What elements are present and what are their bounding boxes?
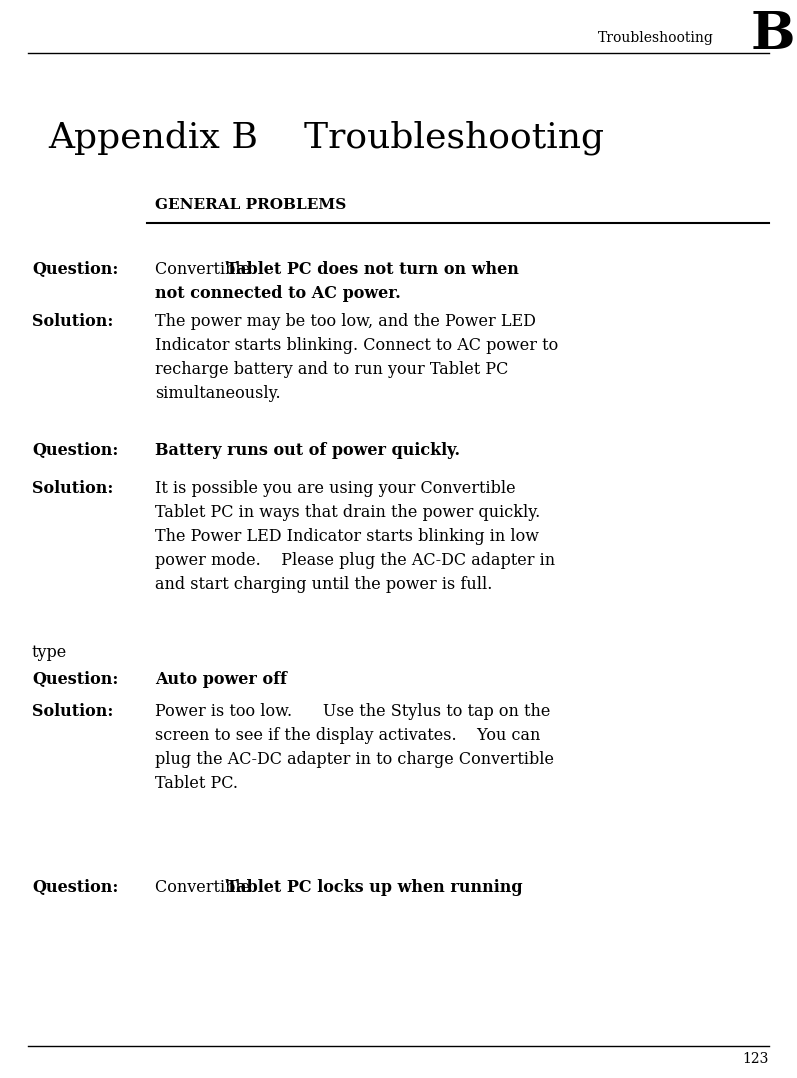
Text: Solution:: Solution: (32, 703, 113, 720)
Text: Convertible: Convertible (155, 261, 256, 278)
Text: Appendix B    Troubleshooting: Appendix B Troubleshooting (48, 121, 604, 155)
Text: Tablet PC locks up when running: Tablet PC locks up when running (226, 879, 522, 896)
Text: Question:: Question: (32, 261, 118, 278)
Text: Question:: Question: (32, 442, 118, 459)
Text: The power may be too low, and the Power LED
Indicator starts blinking. Connect t: The power may be too low, and the Power … (155, 313, 559, 402)
Text: Solution:: Solution: (32, 313, 113, 330)
Text: Solution:: Solution: (32, 480, 113, 497)
Text: Power is too low.      Use the Stylus to tap on the
screen to see if the display: Power is too low. Use the Stylus to tap … (155, 703, 555, 792)
Text: Convertible: Convertible (155, 879, 256, 896)
Text: type: type (32, 644, 67, 661)
Text: not connected to AC power.: not connected to AC power. (155, 285, 401, 302)
Text: GENERAL PROBLEMS: GENERAL PROBLEMS (155, 198, 347, 211)
Text: Battery runs out of power quickly.: Battery runs out of power quickly. (155, 442, 461, 459)
Text: 123: 123 (743, 1052, 769, 1065)
Text: Question:: Question: (32, 879, 118, 896)
Text: It is possible you are using your Convertible
Tablet PC in ways that drain the p: It is possible you are using your Conver… (155, 480, 556, 593)
Text: Question:: Question: (32, 671, 118, 688)
Text: Tablet PC does not turn on when: Tablet PC does not turn on when (226, 261, 518, 278)
Text: B: B (751, 9, 795, 60)
Text: Troubleshooting: Troubleshooting (598, 31, 713, 44)
Text: Auto power off: Auto power off (155, 671, 287, 688)
